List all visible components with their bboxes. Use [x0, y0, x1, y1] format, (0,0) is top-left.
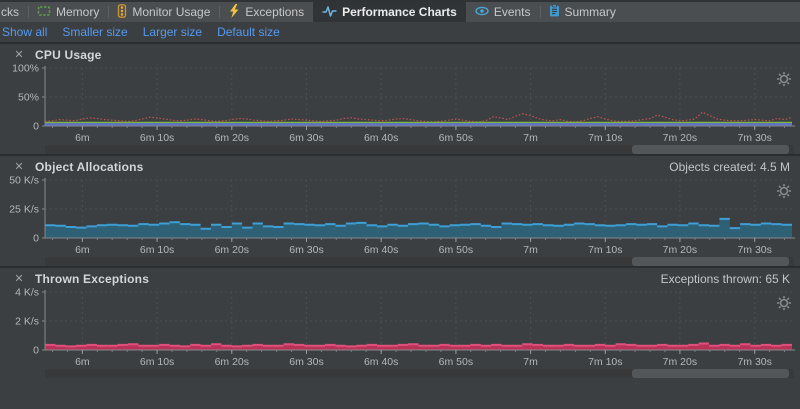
clipboard-icon — [549, 4, 560, 20]
traffic-light-icon — [117, 3, 127, 21]
svg-text:6m 10s: 6m 10s — [140, 132, 174, 144]
tab-label: Performance Charts — [342, 5, 457, 19]
panel-title: Object Allocations — [35, 160, 144, 174]
tab-events[interactable]: Events — [466, 2, 540, 22]
link-default-size[interactable]: Default size — [217, 25, 280, 39]
tab-label: Events — [493, 5, 531, 19]
svg-text:7m 30s: 7m 30s — [737, 132, 771, 144]
svg-text:6m 30s: 6m 30s — [289, 356, 323, 368]
tab-label: Monitor Usage — [132, 5, 211, 19]
panel-stat: Objects created: 4.5 M — [669, 160, 790, 174]
chart-size-toolbar: Show all Smaller size Larger size Defaul… — [0, 22, 800, 42]
scrollbar-thumb[interactable] — [632, 145, 790, 154]
panel-title: CPU Usage — [35, 48, 102, 62]
svg-text:7m 30s: 7m 30s — [737, 356, 771, 368]
panel-header: ✕ Thrown Exceptions Exceptions thrown: 6… — [0, 270, 800, 288]
tab-label: Memory — [56, 5, 100, 19]
tab-label: cks — [1, 5, 19, 19]
link-larger-size[interactable]: Larger size — [142, 25, 203, 39]
close-icon[interactable]: ✕ — [14, 272, 24, 285]
panel-cpu-usage: ✕ CPU Usage 6m 6m 10s 6m 20s 6m 30s 6m 40s 6m… — [0, 42, 800, 154]
svg-text:7m: 7m — [523, 356, 538, 368]
panel-object-allocations: ✕ Object Allocations Objects created: 4.… — [0, 154, 800, 266]
gear-icon[interactable] — [777, 184, 791, 203]
svg-text:6m: 6m — [75, 132, 90, 144]
thrown-exceptions-chart: 6m 6m 10s 6m 20s 6m 30s 6m 40s 6m 50s 7m 7m 10s… — [15, 288, 795, 368]
svg-text:6m 20s: 6m 20s — [215, 132, 249, 144]
memory-icon — [37, 5, 51, 20]
svg-text:6m 10s: 6m 10s — [140, 244, 174, 256]
link-show-all[interactable]: Show all — [2, 25, 48, 39]
svg-text:7m 20s: 7m 20s — [663, 132, 697, 144]
tab-summary[interactable]: Summary — [539, 2, 625, 22]
chart-scrollbar[interactable] — [45, 145, 794, 154]
svg-text:7m: 7m — [523, 244, 538, 256]
svg-text:6m 20s: 6m 20s — [215, 244, 249, 256]
svg-text:0: 0 — [33, 121, 39, 133]
panel-thrown-exceptions: ✕ Thrown Exceptions Exceptions thrown: 6… — [0, 266, 800, 378]
cpu-usage-chart: 6m 6m 10s 6m 20s 6m 30s 6m 40s 6m 50s 7m 7m 10s… — [12, 64, 795, 144]
chart-scrollbar[interactable] — [45, 257, 794, 266]
svg-text:6m 40s: 6m 40s — [364, 244, 398, 256]
svg-text:25 K/s: 25 K/s — [9, 204, 39, 216]
chart-scrollbar[interactable] — [45, 369, 794, 378]
svg-text:7m 20s: 7m 20s — [663, 244, 697, 256]
svg-text:50%: 50% — [18, 92, 39, 104]
tab-partial-cks[interactable]: cks — [0, 2, 28, 22]
pulse-chart-icon — [322, 4, 337, 21]
gear-icon[interactable] — [777, 72, 791, 91]
tab-performance-charts[interactable]: Performance Charts — [313, 2, 466, 22]
tab-memory[interactable]: Memory — [28, 2, 108, 22]
svg-text:6m 10s: 6m 10s — [140, 356, 174, 368]
tab-monitor-usage[interactable]: Monitor Usage — [108, 2, 219, 22]
tab-exceptions[interactable]: Exceptions — [219, 2, 313, 22]
tab-label: Summary — [564, 5, 616, 19]
lightning-bolt-icon — [228, 3, 240, 21]
tab-label: Exceptions — [245, 5, 305, 19]
svg-text:0: 0 — [33, 345, 39, 357]
svg-text:50 K/s: 50 K/s — [9, 176, 39, 187]
close-icon[interactable]: ✕ — [14, 160, 24, 173]
svg-text:6m 50s: 6m 50s — [439, 132, 473, 144]
close-icon[interactable]: ✕ — [14, 48, 24, 61]
svg-text:6m 50s: 6m 50s — [439, 244, 473, 256]
scrollbar-thumb[interactable] — [632, 369, 790, 378]
svg-text:0: 0 — [33, 233, 39, 245]
gear-icon[interactable] — [777, 296, 791, 315]
svg-text:6m 20s: 6m 20s — [215, 356, 249, 368]
svg-text:7m 20s: 7m 20s — [663, 356, 697, 368]
svg-text:6m: 6m — [75, 356, 90, 368]
svg-text:6m 40s: 6m 40s — [364, 356, 398, 368]
svg-text:7m: 7m — [523, 132, 538, 144]
profiler-tab-bar: cks Memory Monitor Usage Exceptions Perf… — [0, 0, 800, 22]
svg-text:6m 50s: 6m 50s — [439, 356, 473, 368]
panel-stat: Exceptions thrown: 65 K — [660, 272, 790, 286]
svg-text:6m 30s: 6m 30s — [289, 132, 323, 144]
svg-text:6m 40s: 6m 40s — [364, 132, 398, 144]
panel-header: ✕ Object Allocations Objects created: 4.… — [0, 158, 800, 176]
eye-icon — [475, 5, 489, 20]
scrollbar-thumb[interactable] — [632, 257, 790, 266]
link-smaller-size[interactable]: Smaller size — [62, 25, 128, 39]
svg-text:2 K/s: 2 K/s — [15, 316, 39, 328]
svg-text:100%: 100% — [12, 64, 39, 75]
object-allocations-chart: 6m 6m 10s 6m 20s 6m 30s 6m 40s 6m 50s 7m 7m 10s… — [9, 176, 795, 256]
svg-text:7m 30s: 7m 30s — [737, 244, 771, 256]
svg-text:7m 10s: 7m 10s — [588, 244, 622, 256]
svg-text:7m 10s: 7m 10s — [588, 356, 622, 368]
svg-text:4 K/s: 4 K/s — [15, 288, 39, 299]
panel-title: Thrown Exceptions — [35, 272, 150, 286]
panel-header: ✕ CPU Usage — [0, 46, 800, 64]
svg-text:7m 10s: 7m 10s — [588, 132, 622, 144]
svg-text:6m 30s: 6m 30s — [289, 244, 323, 256]
svg-text:6m: 6m — [75, 244, 90, 256]
